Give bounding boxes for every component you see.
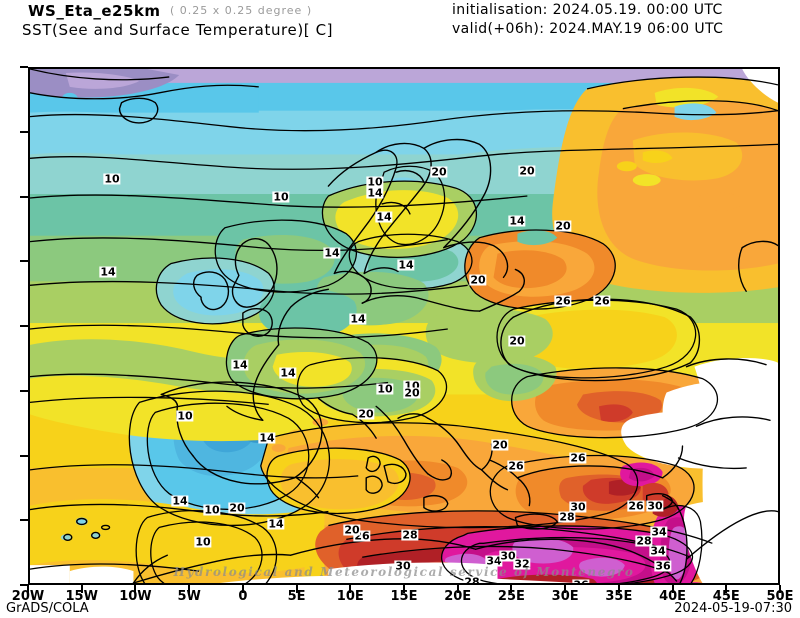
lon-tick-mark	[403, 585, 405, 593]
lon-tick-label: 15W	[65, 589, 98, 604]
lon-tick-mark	[510, 585, 513, 593]
lon-tick-mark	[456, 585, 459, 593]
valid-time-label: valid(+06h): 2024.MAY.19 06:00 UTC	[452, 21, 724, 37]
lat-tick-mark	[20, 130, 28, 133]
lon-tick-label: 45E	[712, 589, 740, 604]
lon-tick-label: 10E	[336, 589, 364, 604]
generation-timestamp-label: 2024-05-19-07:30	[674, 601, 792, 616]
lon-tick-mark	[80, 585, 83, 593]
lon-tick-label: 40E	[659, 589, 687, 604]
lon-tick-label: 35E	[605, 589, 633, 604]
lon-tick-label: 15E	[390, 589, 418, 604]
initialisation-time-label: initialisation: 2024.05.19. 00:00 UTC	[452, 2, 723, 18]
lon-tick-label: 30E	[551, 589, 579, 604]
lat-tick-mark	[20, 584, 28, 586]
grads-engine-label: GrADS/COLA	[6, 601, 89, 616]
lon-tick-mark	[27, 585, 29, 593]
model-name-label: WS_Eta_e25km	[28, 2, 161, 20]
lon-tick-mark	[725, 585, 728, 593]
lon-tick-mark	[241, 585, 244, 593]
lon-tick-mark	[617, 585, 620, 593]
lon-tick-mark	[188, 585, 191, 593]
lon-tick-label: 5E	[287, 589, 306, 604]
lon-tick-label: 50E	[766, 589, 794, 604]
model-resolution-label: ( 0.25 x 0.25 degree )	[170, 4, 313, 17]
map-plot-area[interactable]: 10 10 10 14 14 14 14 14 20 20 20 14 26 26 14 20 14 14 10 10…	[28, 67, 780, 585]
lon-tick-label: 10W	[119, 589, 152, 604]
lon-tick-label: 20E	[444, 589, 472, 604]
lon-tick-label: 0	[238, 589, 248, 604]
lon-tick-label: 20W	[11, 589, 45, 604]
lon-tick-label: 25E	[497, 589, 525, 604]
lat-tick-mark	[20, 454, 28, 457]
lat-tick-mark	[20, 389, 28, 392]
sst-shaded-field	[30, 69, 778, 583]
lon-tick-mark	[779, 585, 781, 593]
lat-tick-mark	[20, 519, 28, 522]
lon-tick-mark	[295, 585, 298, 593]
lon-tick-mark	[134, 585, 137, 593]
lon-tick-mark	[671, 585, 674, 593]
lon-tick-mark	[349, 585, 352, 593]
lat-tick-mark	[20, 325, 28, 327]
lon-tick-mark	[564, 585, 567, 593]
lat-tick-mark	[20, 66, 28, 68]
lat-tick-mark	[20, 195, 28, 198]
variable-title-label: SST(See and Surface Temperature)[ C]	[22, 21, 334, 39]
lat-tick-mark	[20, 260, 28, 263]
lon-tick-label: 5W	[177, 589, 201, 604]
